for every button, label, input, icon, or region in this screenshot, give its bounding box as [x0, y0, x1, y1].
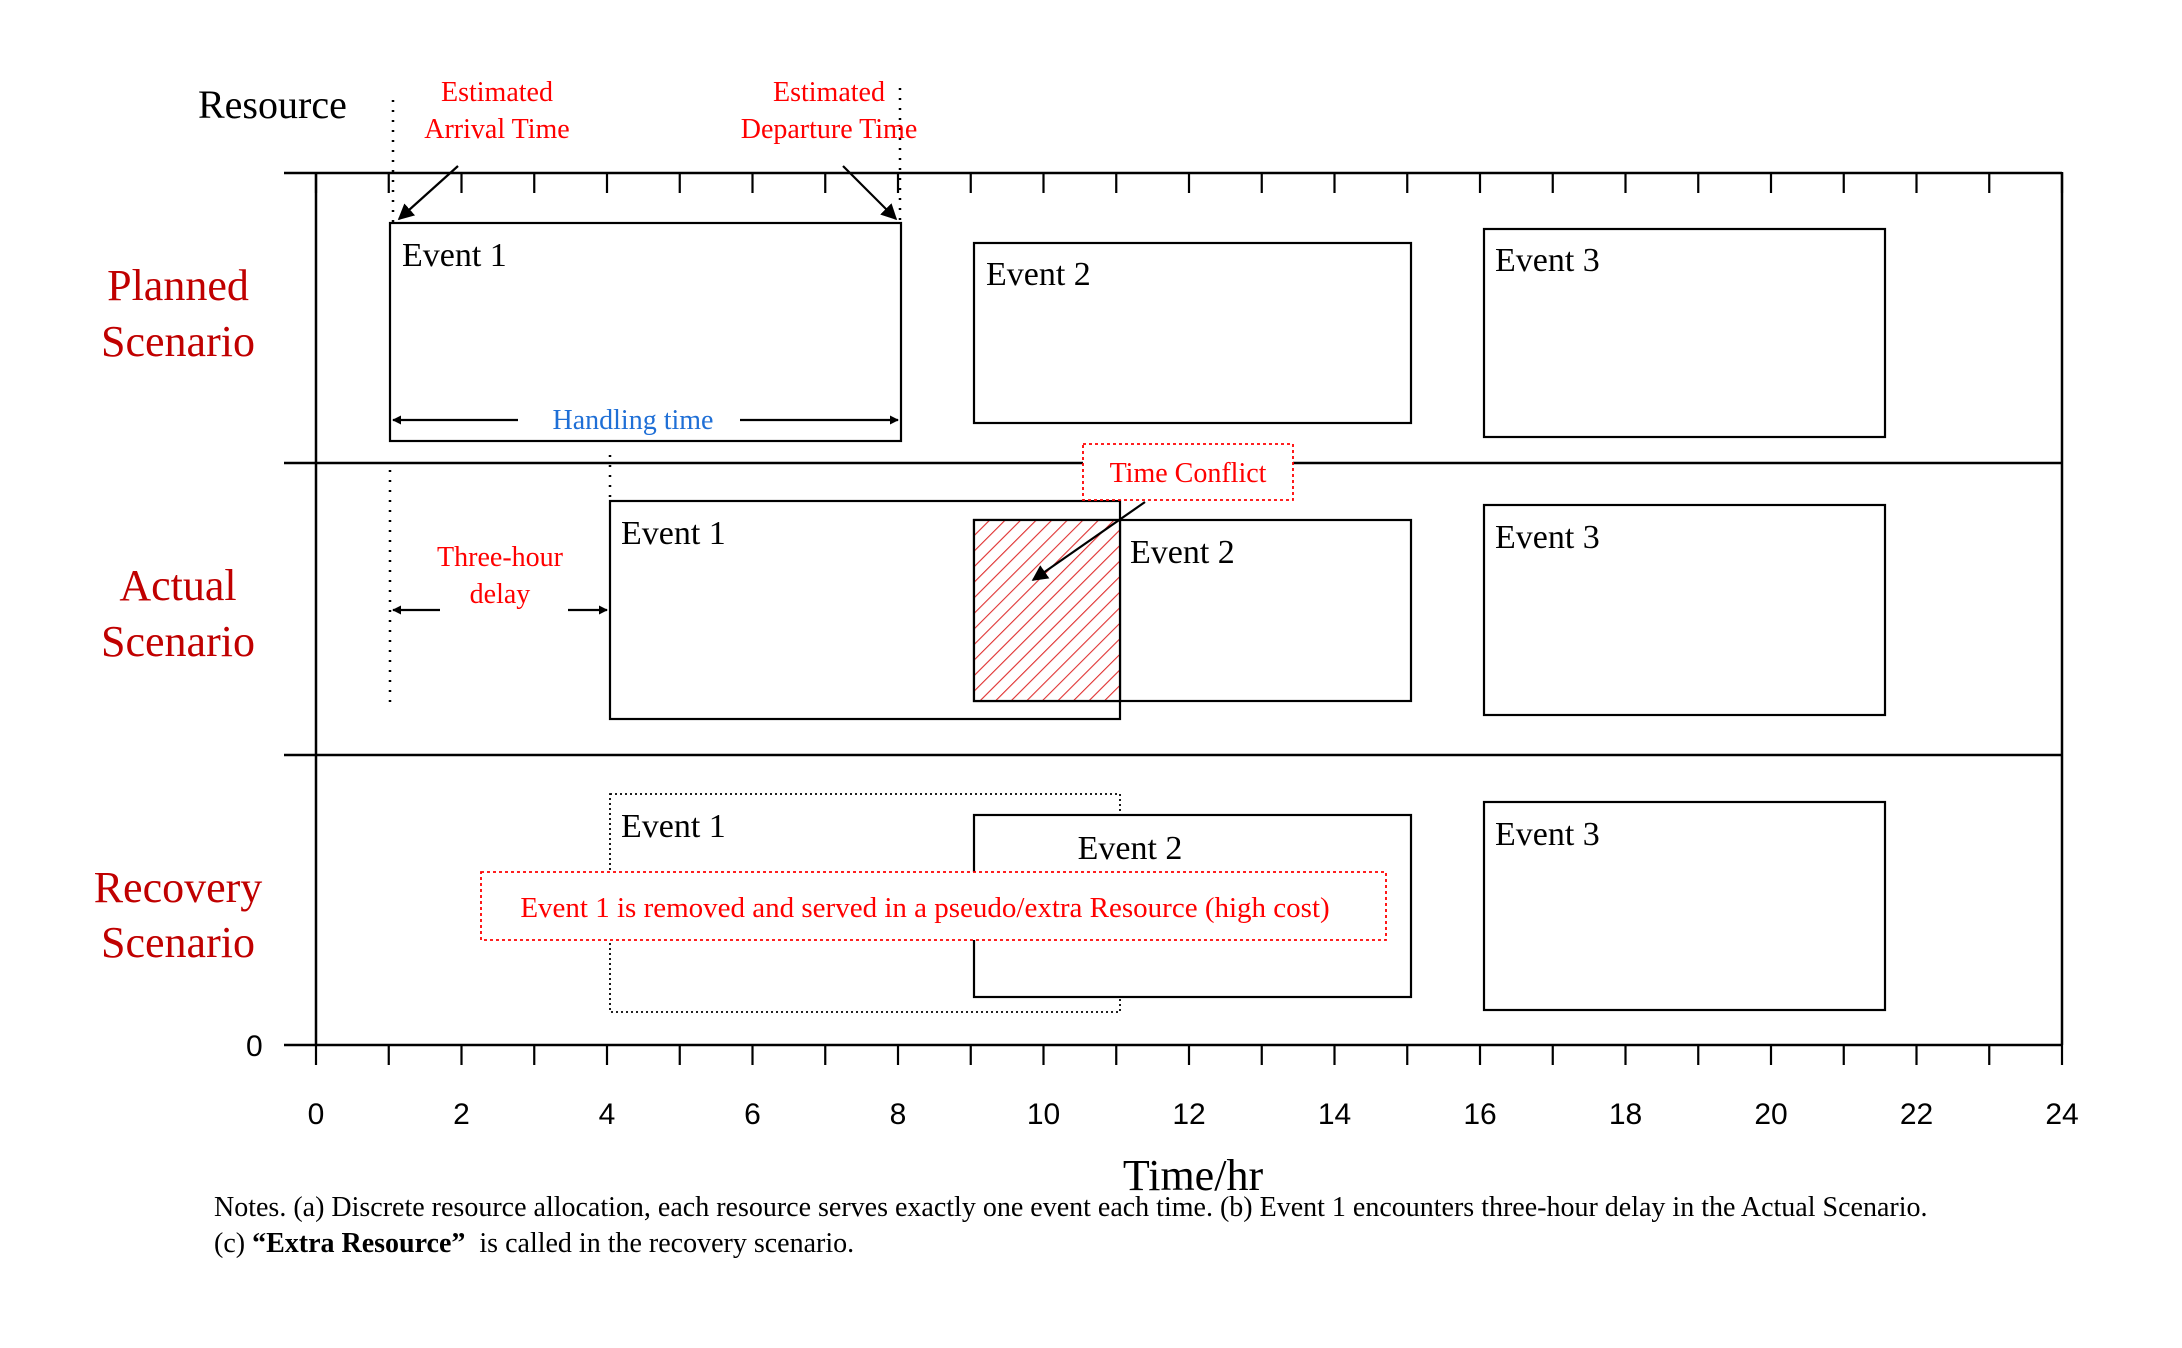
notes-line-2: (c) “Extra Resource” is called in the re… [214, 1226, 2114, 1262]
planned-label-line2: Scenario [101, 317, 255, 366]
planned-row: Event 1 Event 2 Event 3 Handling time Es… [388, 77, 1887, 443]
arrival-label-line2: Arrival Time [424, 114, 569, 145]
departure-label-line1: Estimated [773, 77, 885, 108]
planned-event-1-box [388, 221, 903, 443]
actual-label-line2: Scenario [101, 617, 255, 666]
time-conflict-hatch [972, 518, 1122, 703]
time-conflict-callout-box [1082, 443, 1294, 501]
actual-row: Event 1 Event 2 Event 3 Time Conflict Th… [388, 443, 1887, 721]
notes-line-2-prefix: (c) [214, 1228, 253, 1259]
x-tick-label: 16 [1463, 1098, 1496, 1131]
delay-label-line2: delay [470, 579, 531, 610]
recovery-event-2-label: Event 2 [1078, 830, 1183, 867]
actual-event-3-label: Event 3 [1495, 519, 1600, 556]
arrival-pointer-arrow [397, 165, 459, 221]
scenario-labels: Planned Scenario Actual Scenario Recover… [94, 261, 263, 967]
handling-time-label: Handling time [553, 405, 714, 436]
recovery-event-1-label: Event 1 [621, 808, 726, 845]
x-tick-label: 18 [1609, 1098, 1642, 1131]
recovery-note-label: Event 1 is removed and served in a pseud… [520, 892, 1329, 924]
x-tick-label: 22 [1900, 1098, 1933, 1131]
x-tick-label: 6 [744, 1098, 761, 1131]
x-tick-label: 12 [1172, 1098, 1205, 1131]
planned-event-2-box [972, 241, 1413, 425]
x-tick-label: 24 [2045, 1098, 2078, 1131]
top-tick-marks [314, 173, 2064, 193]
x-axis-title: Time/hr [1123, 1151, 1264, 1200]
y-zero-label: 0 [246, 1030, 263, 1063]
y-axis-title: Resource [198, 82, 347, 127]
figure-notes: Notes. (a) Discrete resource allocation,… [214, 1190, 2114, 1262]
notes-line-2-suffix: is called in the recovery scenario. [465, 1228, 855, 1259]
x-tick-label: 20 [1754, 1098, 1787, 1131]
x-tick-labels: 0 2 4 6 8 10 12 14 16 18 20 22 24 [308, 1098, 2079, 1131]
time-conflict-label: Time Conflict [1110, 458, 1267, 489]
actual-label-line1: Actual [119, 561, 236, 610]
planned-event-3-label: Event 3 [1495, 242, 1600, 279]
actual-event-3-box [1482, 503, 1887, 717]
recovery-row: Event 1 Event 2 Event 3 Event 1 is remov… [480, 793, 1887, 1013]
bottom-tick-marks [314, 1045, 2064, 1065]
notes-line-2-bold: “Extra Resource” [252, 1228, 466, 1259]
planned-event-2-label: Event 2 [986, 256, 1091, 293]
actual-event-1-label: Event 1 [621, 515, 726, 552]
actual-event-2-label: Event 2 [1130, 534, 1235, 571]
x-tick-label: 14 [1318, 1098, 1351, 1131]
arrival-label-line1: Estimated [441, 77, 553, 108]
x-tick-label: 4 [599, 1098, 616, 1131]
time-conflict-arrow [1031, 501, 1146, 581]
planned-event-1-label: Event 1 [402, 237, 507, 274]
recovery-label-line2: Scenario [101, 918, 255, 967]
recovery-label-line1: Recovery [94, 863, 263, 912]
notes-line-1: Notes. (a) Discrete resource allocation,… [214, 1192, 1928, 1223]
recovery-note-box [480, 871, 1387, 941]
departure-pointer-arrow [842, 165, 898, 221]
departure-label-line2: Departure Time [741, 114, 918, 145]
delay-label-line1: Three-hour [437, 542, 564, 573]
x-tick-label: 8 [890, 1098, 907, 1131]
planned-label-line1: Planned [107, 261, 249, 310]
x-tick-label: 2 [453, 1098, 470, 1131]
recovery-event-3-label: Event 3 [1495, 816, 1600, 853]
x-tick-label: 0 [308, 1098, 325, 1131]
x-tick-label: 10 [1027, 1098, 1060, 1131]
planned-event-3-box [1482, 227, 1887, 439]
recovery-event-3-box [1482, 800, 1887, 1012]
